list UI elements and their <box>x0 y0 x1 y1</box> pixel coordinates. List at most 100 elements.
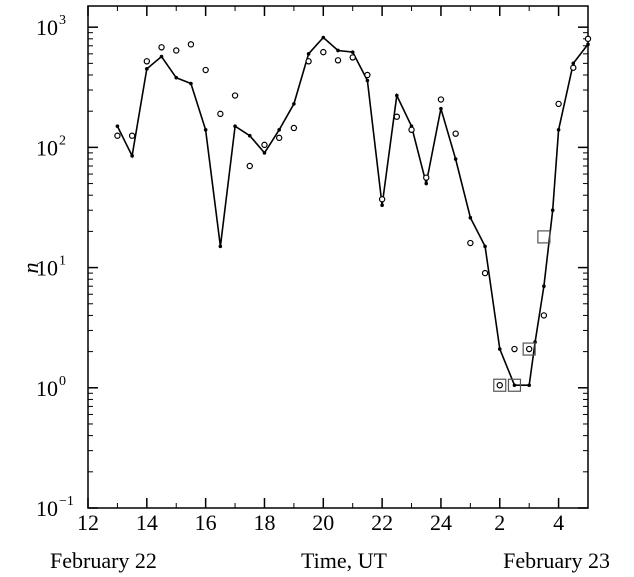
y-tick-label-exponent: 2 <box>59 133 66 148</box>
open-circle-point <box>570 64 577 71</box>
line-point <box>247 133 252 138</box>
y-tick-label: 10 <box>36 15 58 40</box>
line-point <box>277 128 281 132</box>
line-point <box>527 383 531 388</box>
y-tick-label: 10 <box>36 256 58 281</box>
y-tick-label: 10 <box>36 496 58 521</box>
x-tick-labels: 12 14 16 18 20 22 24 2 4 <box>77 510 564 535</box>
y-axis-label: n <box>18 263 43 274</box>
y-tick-label: 10 <box>36 135 58 160</box>
open-circle-point <box>305 58 312 65</box>
line-point <box>550 208 555 213</box>
open-circle-point <box>246 162 253 170</box>
open-circle-point <box>511 345 518 353</box>
y-tick-label-exponent: −1 <box>59 494 74 509</box>
open-circle-point <box>158 44 165 51</box>
line-point <box>233 124 237 129</box>
line-point <box>159 54 164 59</box>
line-point <box>203 128 208 132</box>
open-circle-point <box>231 92 239 99</box>
x-tick-label: 18 <box>253 510 275 535</box>
open-circle-point <box>275 134 283 142</box>
open-circle-point <box>525 345 533 353</box>
line-point <box>395 93 399 98</box>
line-point <box>174 75 179 80</box>
open-circle-point <box>584 35 592 43</box>
x-tick-label: 4 <box>553 510 564 535</box>
line-point <box>218 244 223 249</box>
y-tick-label-exponent: 0 <box>59 374 66 389</box>
series-marker-layer <box>114 35 592 392</box>
series-line-layer <box>116 36 589 387</box>
y-tick-label: 10 <box>36 376 58 401</box>
line-point <box>145 67 149 71</box>
x-tick-label: 12 <box>77 510 99 535</box>
line-point <box>130 154 134 158</box>
line-point <box>453 157 458 161</box>
x-tick-label: 16 <box>195 510 217 535</box>
open-circle-point <box>452 130 459 137</box>
open-circle-point <box>173 47 180 54</box>
open-circle-point <box>555 100 562 108</box>
x-tick-label: 20 <box>312 510 334 535</box>
line-point <box>586 42 590 47</box>
line-point <box>483 244 487 249</box>
square-point <box>507 378 522 392</box>
open-circle-point <box>320 48 327 56</box>
line-point <box>439 106 443 111</box>
open-circle-point <box>143 58 151 65</box>
open-circle-point <box>364 71 371 79</box>
square-point <box>493 378 507 392</box>
line-point <box>468 215 473 220</box>
open-circle-point <box>261 141 268 149</box>
plot-frame <box>87 5 589 509</box>
x-tick-label: 14 <box>136 510 158 535</box>
square-point <box>522 342 536 356</box>
x-tick-label: 2 <box>494 510 505 535</box>
line-point <box>380 203 384 208</box>
open-circle-point <box>481 269 489 277</box>
open-circle-point <box>187 41 195 48</box>
open-circle-point <box>393 113 401 120</box>
line-point <box>306 52 311 56</box>
open-circle-point <box>496 382 503 389</box>
open-circle-point <box>540 312 548 319</box>
line-point <box>321 35 326 40</box>
line-point <box>571 61 576 66</box>
x-date-label-left: February 22 <box>50 548 157 573</box>
open-circle-point <box>114 132 121 139</box>
y-tick-label-exponent: 1 <box>59 254 66 269</box>
line-point <box>336 48 340 53</box>
open-circle-point <box>408 126 415 134</box>
open-circle-point <box>437 96 445 103</box>
line-point <box>115 124 120 129</box>
open-circle-point <box>423 174 430 181</box>
line-point <box>292 102 296 106</box>
line-point <box>189 81 193 86</box>
open-circle-point <box>217 110 224 118</box>
line-point <box>542 284 546 289</box>
open-circle-point <box>202 66 209 74</box>
x-axis-label: Time, UT <box>301 548 388 573</box>
open-circle-point <box>128 132 136 139</box>
line-point <box>262 151 267 155</box>
series-line <box>116 36 589 387</box>
line-point <box>556 128 561 132</box>
tick-marks <box>87 6 588 509</box>
x-date-label-right: February 23 <box>503 548 610 573</box>
line-point <box>497 347 502 351</box>
x-tick-label: 24 <box>430 510 452 535</box>
open-circle-point <box>334 57 342 64</box>
line-point <box>365 78 370 83</box>
open-circle-point <box>290 124 298 132</box>
square-point <box>537 230 551 244</box>
open-circle-point <box>378 196 386 203</box>
y-tick-label-exponent: 3 <box>59 13 66 28</box>
line-point <box>350 50 355 54</box>
x-tick-label: 22 <box>371 510 393 535</box>
line-point <box>424 181 429 186</box>
open-circle-point <box>349 54 356 61</box>
open-circle-point <box>467 239 474 247</box>
